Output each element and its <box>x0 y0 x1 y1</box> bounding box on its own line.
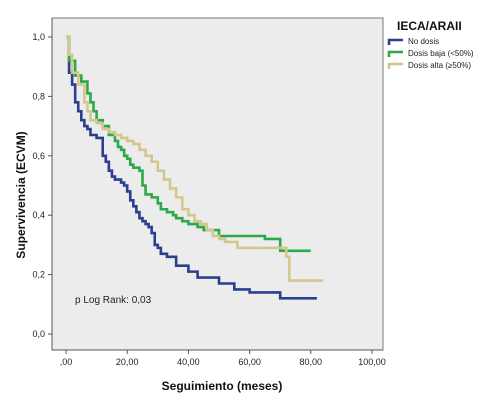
plot-background <box>51 17 384 351</box>
legend-item-no-dosis: No dosis <box>387 37 439 46</box>
legend-title: IECA/ARAII <box>397 19 462 33</box>
x-tick-label: 60,00 <box>238 357 261 367</box>
legend-label: Dosis baja (<50%) <box>408 49 474 58</box>
y-tick-label: 1,0 <box>32 32 45 42</box>
y-axis: 0,0 0,2 0,4 0,6 0,8 1,0 <box>32 18 53 350</box>
x-axis-title: Seguimiento (meses) <box>162 379 283 393</box>
y-tick-label: 0,2 <box>32 270 45 280</box>
y-tick-label: 0,0 <box>32 329 45 339</box>
series-line-no-dosis <box>66 35 317 300</box>
x-tick-label: ,00 <box>60 357 73 367</box>
log-rank-annotation: p Log Rank: 0,03 <box>75 295 152 306</box>
legend-items: No dosis Dosis baja (<50%) Dosis alta (≥50… <box>387 37 474 70</box>
x-tick-label: 20,00 <box>116 357 139 367</box>
y-tick-label: 0,4 <box>32 210 45 220</box>
legend: IECA/ARAII No dosis Dosis baja (<50%) Dosi… <box>387 19 474 70</box>
legend-label: Dosis alta (≥50%) <box>408 61 471 70</box>
series-line-dosis-alta-50 <box>66 35 324 282</box>
y-axis-title: Supervivencia (ECVM) <box>14 131 28 258</box>
x-tick-label: 80,00 <box>300 357 323 367</box>
y-tick-label: 0,8 <box>32 91 45 101</box>
legend-swatch <box>387 50 403 57</box>
series-line-dosis-baja-50 <box>66 35 311 253</box>
plot-area <box>51 17 384 351</box>
legend-swatch <box>387 62 403 69</box>
x-tick-label: 100,00 <box>358 357 386 367</box>
legend-item-dosis-alta-50: Dosis alta (≥50%) <box>387 61 471 70</box>
x-axis: ,00 20,00 40,00 60,00 80,00 100,00 <box>52 349 386 367</box>
legend-swatch <box>387 38 403 45</box>
y-tick-label: 0,6 <box>32 151 45 161</box>
legend-item-dosis-baja-50: Dosis baja (<50%) <box>387 49 474 58</box>
series-lines <box>66 35 324 300</box>
legend-label: No dosis <box>408 37 439 46</box>
x-tick-label: 40,00 <box>177 357 200 367</box>
